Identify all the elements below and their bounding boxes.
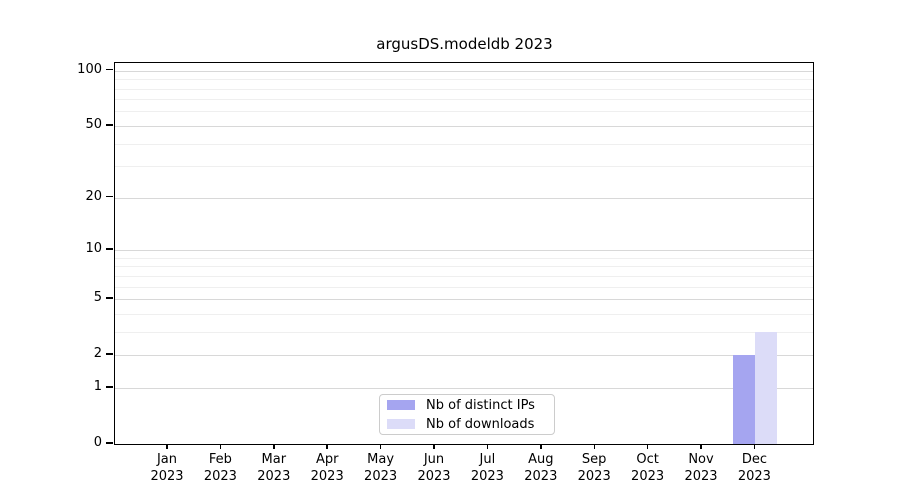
x-tick-label: Mar 2023: [244, 451, 304, 485]
minor-gridline: [115, 266, 813, 268]
minor-gridline: [115, 286, 813, 288]
major-gridline: [115, 70, 813, 72]
x-tick-mark: [219, 444, 222, 449]
x-tick-label-year: 2023: [364, 469, 398, 484]
minor-gridline: [115, 331, 813, 333]
x-tick-label-month: Mar: [261, 452, 287, 467]
x-tick-mark: [486, 444, 489, 449]
x-tick-label-month: Aug: [528, 452, 554, 467]
minor-gridline: [115, 79, 813, 81]
y-tick-mark: [106, 248, 113, 250]
y-tick-mark: [106, 386, 113, 388]
legend-label-distinct-ips: Nb of distinct IPs: [426, 397, 535, 413]
x-tick-label-year: 2023: [203, 469, 237, 484]
x-tick-label-year: 2023: [577, 469, 611, 484]
x-tick-label-month: May: [367, 452, 395, 467]
major-gridline: [115, 125, 813, 127]
x-tick-label-month: Dec: [741, 452, 767, 467]
x-tick-label: Jan 2023: [137, 451, 197, 485]
y-tick-mark: [106, 442, 113, 444]
legend-item-downloads: Nb of downloads: [380, 416, 554, 433]
y-tick-mark: [106, 68, 113, 71]
y-tick-label: 2: [93, 346, 102, 362]
x-tick-label-year: 2023: [524, 469, 558, 484]
x-tick-mark: [753, 444, 756, 449]
x-tick-label: Aug 2023: [511, 451, 571, 485]
x-tick-label-month: Oct: [636, 452, 659, 467]
major-gridline: [115, 299, 813, 300]
legend-swatch-downloads: [387, 419, 415, 429]
x-tick-mark: [433, 444, 435, 449]
y-tick-label: 0: [93, 435, 102, 450]
legend: Nb of distinct IPs Nb of downloads: [379, 394, 555, 435]
major-gridline: [115, 250, 813, 251]
x-tick-label: Jul 2023: [457, 451, 517, 485]
legend-swatch-distinct-ips: [387, 400, 415, 410]
x-tick-label: May 2023: [351, 451, 411, 485]
x-tick-label-month: Jul: [479, 452, 496, 467]
x-tick-label-month: Apr: [315, 452, 339, 467]
major-gridline: [115, 355, 813, 357]
x-tick-label-month: Sep: [581, 452, 607, 467]
y-tick-mark: [106, 195, 113, 198]
y-tick-label: 10: [85, 241, 102, 256]
bar-downloads-dec: [755, 331, 778, 444]
y-tick-label: 20: [85, 188, 102, 204]
major-gridline: [115, 197, 813, 199]
x-tick-mark: [700, 444, 702, 449]
x-tick-label: Oct 2023: [618, 451, 678, 485]
x-tick-label-month: Nov: [688, 452, 714, 467]
x-tick-label-month: Feb: [208, 452, 232, 467]
x-tick-label: Apr 2023: [297, 451, 357, 485]
x-tick-label-year: 2023: [737, 469, 771, 484]
x-tick-mark: [540, 444, 542, 449]
bar-distinct-ips-dec: [733, 355, 756, 444]
x-tick-label-year: 2023: [257, 469, 291, 484]
y-tick-label: 5: [93, 290, 102, 305]
x-tick-mark: [273, 444, 275, 449]
y-tick-mark: [106, 353, 113, 355]
x-tick-label-year: 2023: [310, 469, 344, 484]
y-tick-label: 50: [85, 116, 102, 132]
legend-label-downloads: Nb of downloads: [426, 416, 535, 432]
x-tick-label-month: Jun: [423, 452, 445, 467]
x-tick-label-year: 2023: [631, 469, 665, 484]
y-tick-label: 100: [77, 61, 102, 77]
x-tick-label: Feb 2023: [190, 451, 250, 485]
minor-gridline: [115, 313, 813, 315]
legend-item-distinct-ips: Nb of distinct IPs: [380, 397, 554, 414]
plot-area: Nb of distinct IPs Nb of downloads: [114, 62, 814, 445]
x-tick-label-month: Jan: [156, 452, 178, 467]
x-tick-mark: [593, 444, 595, 449]
x-tick-label: Jun 2023: [404, 451, 464, 485]
y-tick-mark: [106, 124, 113, 126]
minor-gridline: [115, 166, 813, 168]
chart-title: argusDS.modeldb 2023: [376, 35, 553, 53]
x-tick-label: Dec 2023: [724, 451, 784, 485]
minor-gridline: [115, 275, 813, 277]
x-tick-mark: [166, 444, 168, 449]
minor-gridline: [115, 111, 813, 113]
x-tick-label-year: 2023: [470, 469, 504, 484]
minor-gridline: [115, 99, 813, 101]
major-gridline: [115, 387, 813, 389]
x-tick-mark: [326, 444, 328, 449]
minor-gridline: [115, 257, 813, 259]
x-tick-label: Sep 2023: [564, 451, 624, 485]
minor-gridline: [115, 143, 813, 145]
x-tick-label-year: 2023: [684, 469, 718, 484]
x-tick-mark: [646, 444, 649, 449]
x-tick-mark: [379, 444, 382, 449]
x-tick-label-year: 2023: [417, 469, 451, 484]
minor-gridline: [115, 88, 813, 90]
y-tick-mark: [106, 297, 113, 299]
x-tick-label: Nov 2023: [671, 451, 731, 485]
y-tick-label: 1: [93, 378, 102, 394]
x-tick-label-year: 2023: [150, 469, 184, 484]
